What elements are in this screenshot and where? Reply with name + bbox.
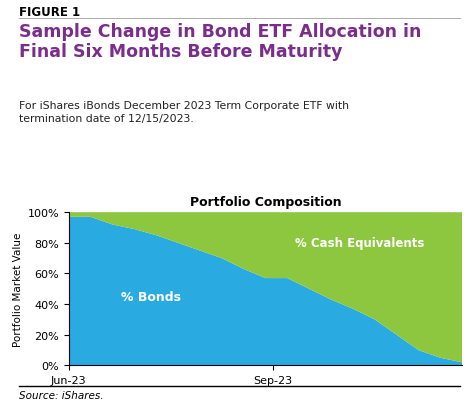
Text: % Cash Equivalents: % Cash Equivalents xyxy=(295,237,425,250)
Title: Portfolio Composition: Portfolio Composition xyxy=(190,196,341,209)
Text: For iShares iBonds December 2023 Term Corporate ETF with
termination date of 12/: For iShares iBonds December 2023 Term Co… xyxy=(19,101,349,124)
Text: Source: iShares.: Source: iShares. xyxy=(19,390,103,400)
Text: FIGURE 1: FIGURE 1 xyxy=(19,6,80,19)
Text: Sample Change in Bond ETF Allocation in
Final Six Months Before Maturity: Sample Change in Bond ETF Allocation in … xyxy=(19,23,421,61)
Y-axis label: Portfolio Market Value: Portfolio Market Value xyxy=(13,232,23,346)
Text: % Bonds: % Bonds xyxy=(121,290,182,303)
